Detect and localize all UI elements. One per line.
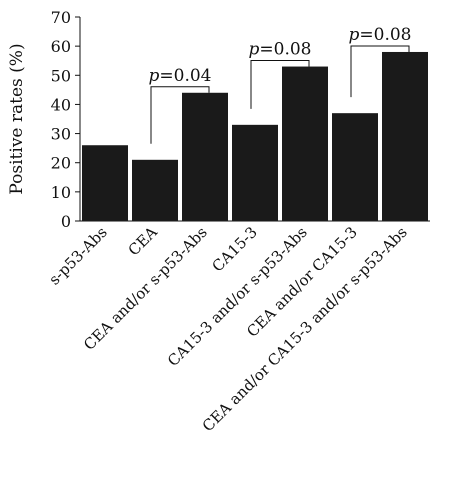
category-label: CEA <box>125 223 161 259</box>
p-value-label: p=0.08 <box>249 40 312 60</box>
category-label: s-p53-Abs <box>45 223 111 289</box>
y-tick-label: 70 <box>51 8 71 27</box>
y-axis-title: Positive rates (%) <box>7 43 27 194</box>
y-tick-label: 50 <box>51 66 71 85</box>
bar <box>182 92 228 222</box>
significance-bracket <box>250 60 310 109</box>
y-tick-label: 60 <box>51 37 71 56</box>
bar <box>82 145 128 221</box>
y-tick-label: 0 <box>61 212 71 231</box>
y-tick-label: 10 <box>51 183 71 202</box>
y-tick-label: 30 <box>51 125 71 144</box>
y-tick-label: 20 <box>51 154 71 173</box>
bar <box>282 66 328 222</box>
axes: 0 10 20 30 40 50 60 70 <box>51 8 430 231</box>
y-tick-label: 40 <box>51 95 71 114</box>
bar <box>382 51 428 221</box>
p-value-label: p=0.08 <box>349 25 412 45</box>
bar <box>332 113 378 221</box>
bars <box>82 51 428 222</box>
significance-bracket <box>150 86 210 144</box>
bar <box>232 124 278 221</box>
p-value-label: p=0.04 <box>149 66 212 86</box>
significance-annotations: p=0.04 p=0.08 p=0.08 <box>149 25 412 144</box>
significance-bracket <box>350 45 410 98</box>
bar <box>132 159 178 221</box>
